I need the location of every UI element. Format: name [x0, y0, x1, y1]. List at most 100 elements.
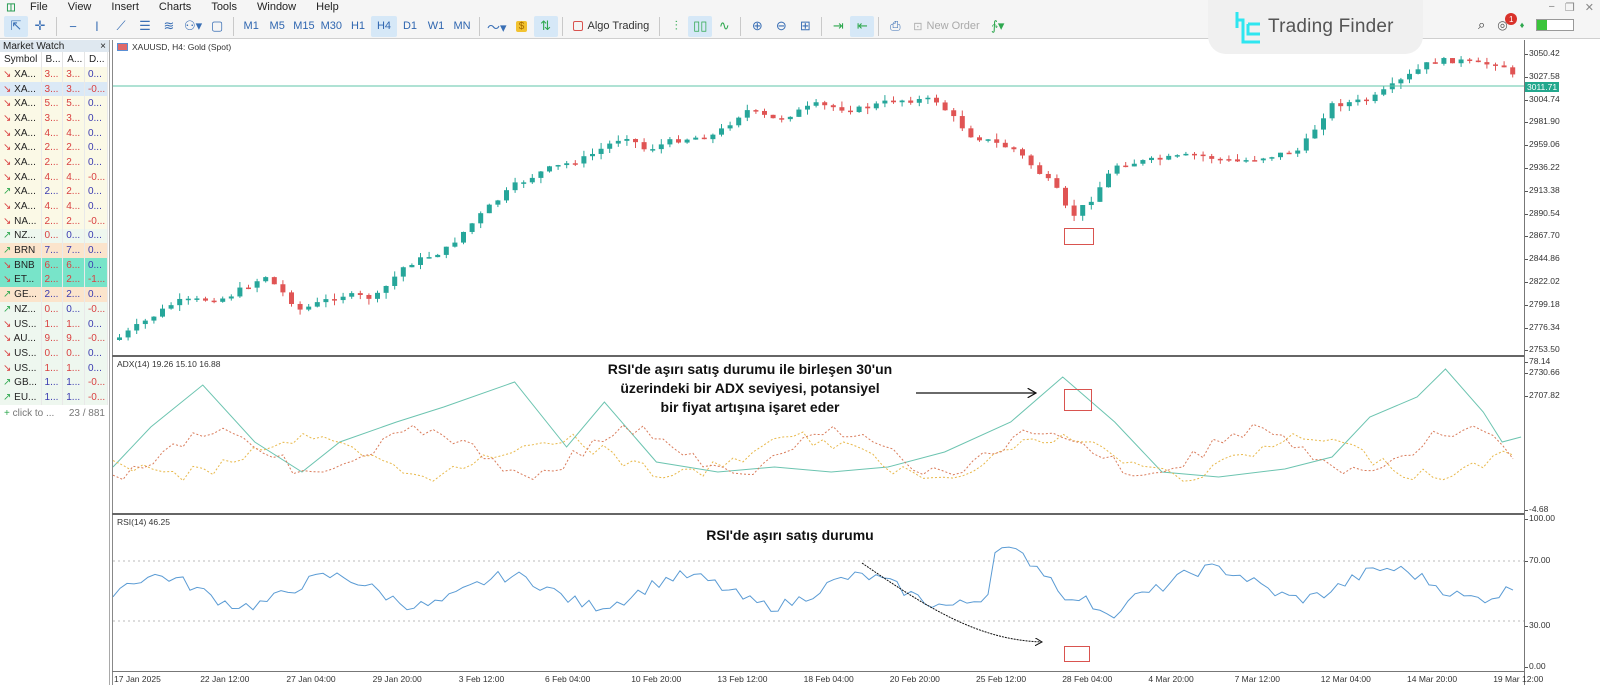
- restore-icon[interactable]: ❐: [1564, 2, 1575, 14]
- price-tick: 3027.58: [1525, 70, 1560, 81]
- bid-cell: 4...: [41, 199, 64, 214]
- market-watch-row[interactable]: ↘ US... 1... 1... 0...: [0, 316, 109, 332]
- market-watch-row[interactable]: ↗ XA... 2... 2... 0...: [0, 184, 109, 200]
- crosshair-tool-icon[interactable]: ✛: [34, 18, 46, 33]
- market-watch-row[interactable]: ↗ NZ... 0... 0... 0...: [0, 228, 109, 244]
- pane-divider[interactable]: [112, 513, 1524, 515]
- ask-cell: 1...: [62, 390, 85, 405]
- market-watch-row[interactable]: ↗ NZ... 0... 0... -0...: [0, 302, 109, 317]
- timeframe-d1[interactable]: D1: [402, 20, 418, 32]
- market-watch-row[interactable]: ↘ XA... 4... 4... -0...: [0, 169, 109, 185]
- close-icon[interactable]: ×: [100, 40, 106, 52]
- market-watch-row[interactable]: ↘ ET... 2... 2... -1...: [0, 272, 109, 288]
- menu-window[interactable]: Window: [257, 1, 297, 13]
- market-watch-row[interactable]: ↘ AU... 9... 9... -0...: [0, 331, 109, 347]
- market-watch-row[interactable]: ↘ US... 1... 1... 0...: [0, 360, 109, 376]
- symbol-cell: ↗ EU...: [0, 390, 42, 405]
- price-pane[interactable]: XAUUSD, H4: Gold (Spot): [113, 40, 1525, 355]
- ask-cell: 6...: [62, 257, 85, 273]
- pane-divider[interactable]: [112, 355, 1524, 357]
- timeframe-m1[interactable]: M1: [243, 20, 259, 32]
- minimize-icon[interactable]: −: [1548, 1, 1555, 13]
- menu-charts[interactable]: Charts: [158, 1, 192, 13]
- ask-cell: 4...: [62, 125, 85, 141]
- trendline-tool-icon[interactable]: ⟋: [116, 18, 126, 33]
- rectangle-tool-icon[interactable]: ▢: [211, 18, 224, 33]
- market-watch-row[interactable]: ↘ XA... 3... 3... 0...: [0, 111, 109, 126]
- market-watch-row[interactable]: ↗ GB... 1... 1... -0...: [0, 375, 109, 391]
- new-order-button[interactable]: ⊡ New Order: [907, 16, 985, 37]
- search-icon[interactable]: ⌕: [1478, 17, 1486, 32]
- shapes-tool-icon[interactable]: ⚇▾: [184, 18, 203, 33]
- menu-tools[interactable]: Tools: [211, 1, 237, 13]
- signal-level-icon[interactable]: ♦: [1519, 20, 1525, 30]
- market-watch-row[interactable]: ↘ XA... 2... 2... 0...: [0, 140, 109, 156]
- screenshot-icon[interactable]: ⎙: [890, 18, 901, 33]
- auto-scroll-icon[interactable]: ⇥: [832, 18, 844, 33]
- timeframe-h1[interactable]: H1: [350, 20, 366, 32]
- timeframe-w1[interactable]: W1: [427, 20, 445, 32]
- fibonacci-tool-icon[interactable]: ≋: [163, 18, 175, 33]
- rsi-pane[interactable]: RSI(14) 46.25: [112, 515, 1525, 671]
- ask-cell: 3...: [62, 81, 85, 97]
- cursor-tool-icon[interactable]: ⇱: [4, 15, 28, 37]
- line-chart-icon[interactable]: ∿: [718, 18, 730, 33]
- menu-view[interactable]: View: [67, 1, 92, 13]
- market-watch-row[interactable]: ↗ EU... 1... 1... -0...: [0, 390, 109, 405]
- menu-help[interactable]: Help: [316, 1, 339, 13]
- column-daily-change[interactable]: D...: [84, 52, 109, 67]
- price-axis[interactable]: 3050.42 3027.58 3004.74 2981.90 2959.06 2936.…: [1524, 40, 1600, 685]
- add-symbol-button[interactable]: + click to ...: [4, 408, 54, 419]
- chart-shift-icon[interactable]: ⇤: [850, 15, 875, 37]
- market-watch-row[interactable]: ↘ XA... 4... 4... 0...: [0, 199, 109, 214]
- adx-pane[interactable]: ADX(14) 19.26 15.10 16.88: [112, 357, 1525, 513]
- ask-cell: 1...: [62, 360, 85, 376]
- market-watch-row[interactable]: ↘ XA... 2... 2... 0...: [0, 155, 109, 170]
- signals-icon[interactable]: ∱▾: [991, 18, 1005, 33]
- adx-annotation-line-2: üzerindeki bir ADX seviyesi, potansiyel: [620, 380, 880, 396]
- grid-icon[interactable]: ⊞: [799, 18, 811, 33]
- symbol-cell: ↘ US...: [0, 360, 42, 376]
- dollar-icon[interactable]: $: [510, 16, 534, 37]
- menu-file[interactable]: File: [30, 1, 48, 13]
- vertical-line-tool-icon[interactable]: ǀ: [95, 18, 99, 34]
- timeframe-h4[interactable]: H4: [371, 15, 397, 37]
- zoom-out-icon[interactable]: ⊖: [775, 18, 787, 33]
- channel-tool-icon[interactable]: ☰: [139, 18, 151, 33]
- close-icon[interactable]: ✕: [1584, 2, 1594, 14]
- market-watch-row[interactable]: ↗ GE... 2... 2... 0...: [0, 287, 109, 302]
- algo-trading-button[interactable]: Algo Trading: [567, 16, 656, 37]
- market-watch-row[interactable]: ↗ BRN 7... 7... 0...: [0, 243, 109, 258]
- menu-insert[interactable]: Insert: [111, 1, 139, 13]
- account-icon[interactable]: ◎ 1: [1497, 13, 1518, 32]
- arrow-up-icon: ↗: [3, 245, 12, 257]
- toolbar-divider: [233, 16, 235, 36]
- one-click-trading-icon[interactable]: ⇅: [533, 15, 558, 37]
- indicators-icon[interactable]: 〜▾: [487, 19, 507, 35]
- symbol-cell: ↗ GE...: [0, 287, 42, 302]
- timeframe-m15[interactable]: M15: [293, 20, 315, 32]
- chart-window[interactable]: XAUUSD, H4: Gold (Spot) ADX(14) 19.26 15…: [112, 40, 1525, 685]
- column-bid[interactable]: B...: [41, 52, 64, 67]
- timeframe-m5[interactable]: M5: [269, 20, 285, 32]
- price-tick: 2730.66: [1525, 367, 1560, 378]
- candlestick-chart-icon[interactable]: ▯▯: [688, 15, 713, 37]
- timeframe-m30[interactable]: M30: [320, 20, 342, 32]
- market-watch-row[interactable]: ↘ BNB 6... 6... 0...: [0, 257, 109, 273]
- arrow-down-icon: ↘: [3, 274, 12, 286]
- market-watch-row[interactable]: ↘ XA... 5... 5... 0...: [0, 96, 109, 112]
- column-symbol[interactable]: Symbol: [0, 52, 42, 67]
- market-watch-row[interactable]: ↘ US... 0... 0... 0...: [0, 346, 109, 361]
- market-watch-row[interactable]: ↘ NA... 2... 2... -0...: [0, 213, 109, 229]
- column-ask[interactable]: A...: [62, 52, 85, 67]
- arrow-up-icon: ↗: [3, 391, 12, 403]
- market-watch-row[interactable]: ↘ XA... 4... 4... 0...: [0, 125, 109, 141]
- timeframe-mn[interactable]: MN: [453, 20, 471, 32]
- market-watch-row[interactable]: ↘ XA... 3... 3... 0...: [0, 67, 109, 82]
- zoom-in-icon[interactable]: ⊕: [751, 18, 763, 33]
- bar-chart-icon[interactable]: ⫶: [674, 18, 678, 33]
- horizontal-line-tool-icon[interactable]: −: [69, 18, 77, 34]
- market-watch-row[interactable]: ↘ XA... 3... 3... -0...: [0, 81, 109, 97]
- time-axis[interactable]: 17 Jan 2025 22 Jan 12:00 27 Jan 04:00 29 Ja…: [112, 671, 1543, 685]
- indicator-tick: 0.00: [1525, 661, 1546, 671]
